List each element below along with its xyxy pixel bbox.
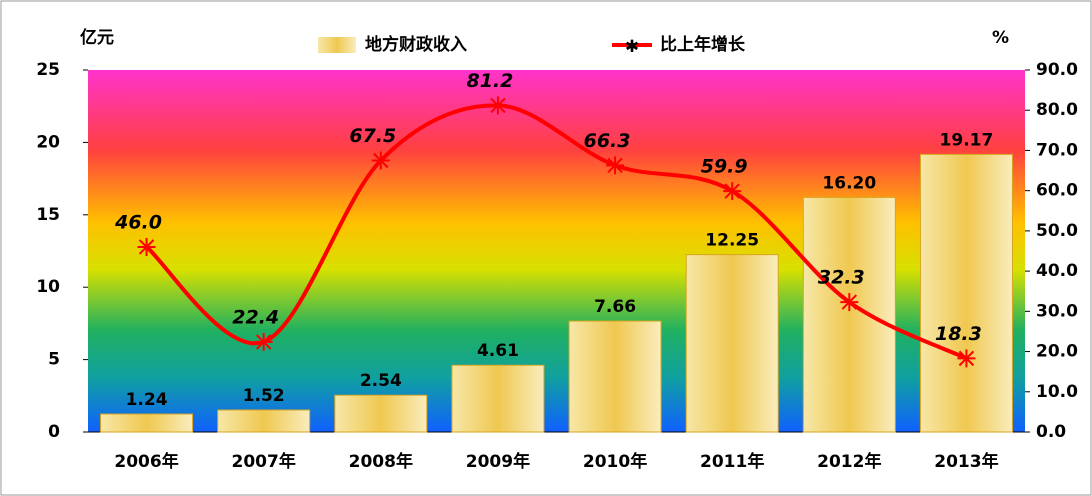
line-marker	[371, 151, 390, 170]
x-tick-label: 2009年	[466, 451, 530, 472]
y-tick-label: 20	[36, 132, 60, 152]
bar	[217, 409, 311, 433]
y-tick-label: 10	[36, 277, 60, 297]
line-marker	[957, 349, 976, 368]
bar-value-label: 12.25	[705, 231, 759, 251]
line-marker	[840, 293, 859, 312]
x-tick-label: 2007年	[232, 451, 296, 472]
y-tick-label: 25	[36, 60, 60, 80]
y2-tick-label: 50.0	[1036, 221, 1078, 241]
line-value-label: 67.5	[349, 125, 396, 147]
y2-tick-label: 70.0	[1036, 140, 1078, 160]
line-value-label: 46.0	[114, 211, 162, 233]
bar	[802, 196, 896, 433]
y2-tick-label: 80.0	[1036, 100, 1078, 120]
x-tick-label: 2010年	[583, 451, 647, 472]
x-tick-label: 2012年	[817, 451, 881, 472]
bar-value-label: 7.66	[594, 297, 636, 317]
marker-stroke	[138, 239, 155, 255]
y2-tick-label: 10.0	[1036, 382, 1078, 402]
x-tick-label: 2008年	[349, 451, 413, 472]
line-value-label: 22.4	[232, 306, 279, 328]
line-marker	[723, 182, 742, 201]
line-marker	[488, 96, 507, 115]
legend-swatch	[318, 37, 356, 53]
y2-tick-label: 90.0	[1036, 60, 1078, 80]
line-value-label: 66.3	[584, 130, 631, 152]
marker-stroke	[490, 97, 506, 114]
legend-label: 比上年增长	[660, 34, 746, 55]
line-value-label: 32.3	[818, 267, 865, 289]
x-tick-label: 2013年	[934, 451, 998, 472]
y2-tick-label: 30.0	[1036, 301, 1078, 321]
bar-value-label: 4.61	[477, 341, 519, 361]
y2-axis-label: %	[992, 28, 1009, 48]
bar	[451, 364, 545, 433]
legend-label: 地方财政收入	[365, 34, 467, 55]
bar-value-label: 2.54	[360, 371, 402, 391]
x-tick-label: 2011年	[700, 451, 764, 472]
bar	[685, 254, 779, 433]
bar	[568, 320, 662, 433]
y2-tick-label: 0.0	[1036, 422, 1066, 442]
x-tick-label: 2006年	[114, 451, 178, 472]
line-value-label: 18.3	[935, 323, 982, 345]
y-tick-label: 15	[36, 205, 60, 225]
y-axis-label: 亿元	[80, 27, 114, 48]
y-tick-label: 0	[48, 422, 60, 442]
bar-value-label: 16.20	[822, 173, 876, 193]
marker-stroke	[373, 152, 389, 169]
y2-tick-label: 60.0	[1036, 181, 1078, 201]
line-value-label: 81.2	[466, 70, 513, 92]
bar-value-label: 1.24	[126, 390, 168, 410]
line-value-label: 59.9	[701, 156, 748, 178]
line-marker	[606, 156, 625, 175]
bar	[334, 394, 428, 433]
marker-stroke	[607, 157, 623, 174]
line	[145, 103, 968, 361]
y2-tick-label: 20.0	[1036, 342, 1078, 362]
marker-stroke	[841, 294, 858, 310]
marker-stroke	[255, 334, 272, 350]
y-tick-label: 5	[48, 350, 60, 370]
y2-tick-label: 40.0	[1036, 261, 1078, 281]
line-marker	[137, 237, 156, 256]
marker-stroke	[724, 183, 740, 199]
bar	[919, 153, 1013, 433]
marker-stroke	[958, 350, 975, 367]
legend-marker: ✱	[625, 37, 639, 57]
bar-value-label: 1.52	[243, 386, 285, 406]
line-marker	[254, 332, 273, 351]
bar	[100, 413, 194, 433]
bar-value-label: 19.17	[940, 130, 994, 150]
